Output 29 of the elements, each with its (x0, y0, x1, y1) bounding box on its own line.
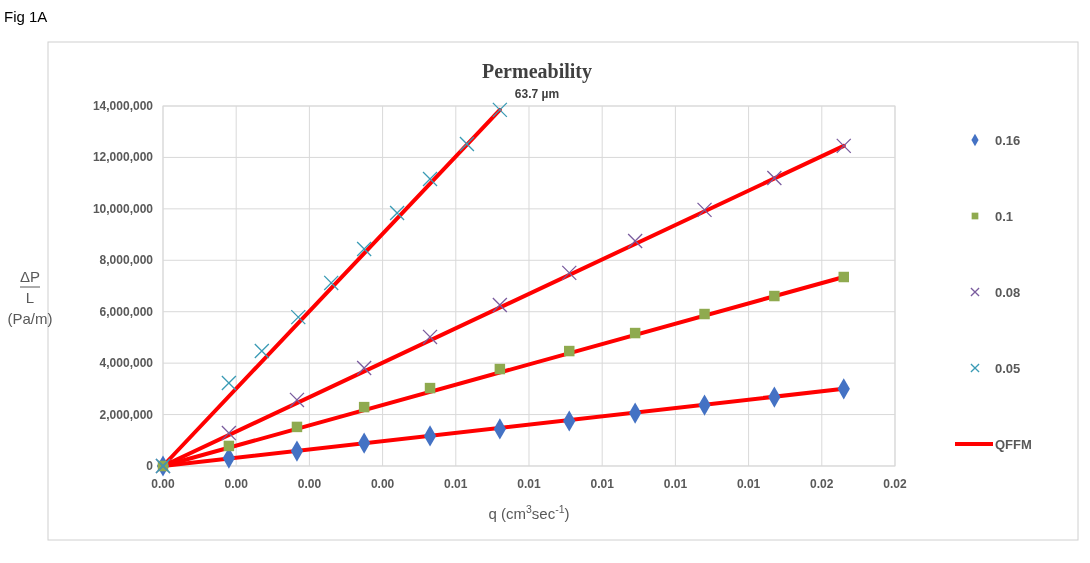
x-tick-label: 0.02 (810, 477, 834, 491)
x-tick-label: 0.01 (444, 477, 468, 491)
x-tick-label: 0.01 (736, 477, 761, 491)
y-tick-label: 2,000,000 (99, 407, 154, 422)
legend-label: 0.05 (995, 361, 1021, 376)
legend-label: 0.1 (995, 209, 1014, 224)
y-tick-label: 10,000,000 (92, 201, 154, 216)
x-tick-label: 0.00 (370, 477, 395, 491)
legend-label: 0.16 (995, 133, 1021, 148)
legend-label: QFFM (995, 437, 1032, 452)
y-tick-label: 8,000,000 (99, 253, 154, 268)
chart-subtitle: 63.7 µm (514, 87, 560, 101)
y-tick-label: 6,000,000 (99, 304, 154, 319)
chart-title: Permeability (482, 60, 592, 83)
y-tick-label: 4,000,000 (99, 356, 154, 371)
caption: Fig 1A (4, 8, 48, 25)
x-tick-label: 0.01 (590, 477, 615, 491)
x-tick-label: 0.02 (883, 477, 907, 491)
x-tick-label: 0.01 (517, 477, 541, 491)
x-tick-label: 0.00 (151, 477, 175, 491)
y-tick-label: 14,000,000 (92, 99, 154, 113)
legend-label: 0.08 (995, 285, 1021, 300)
x-tick-label: 0.01 (663, 477, 688, 491)
y-tick-label: 12,000,000 (92, 150, 154, 165)
x-axis-title: q (cm$^{3}$sec$^{-1}$) (488, 503, 570, 522)
x-tick-label: 0.00 (224, 477, 249, 491)
y-tick-label: 0 (146, 459, 154, 473)
y-axis-title: ΔP L (Pa/m) (7, 268, 53, 327)
x-tick-label: 0.00 (297, 477, 322, 491)
